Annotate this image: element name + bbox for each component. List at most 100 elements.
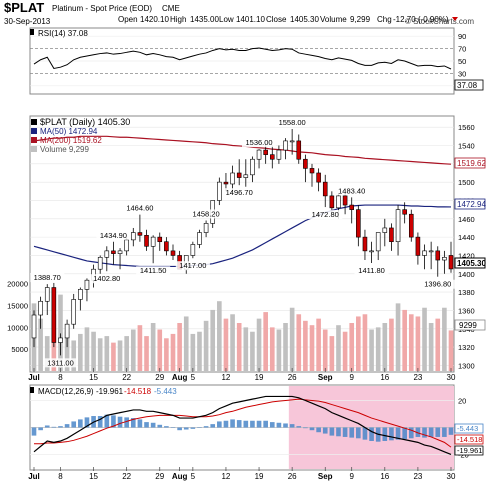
macd-hist-bar <box>448 427 454 435</box>
candle <box>269 145 275 169</box>
watermark: © StockCharts.com <box>405 17 474 26</box>
rsi-legend-swatch <box>30 29 34 35</box>
macd-hist-bar <box>362 427 368 440</box>
low-value: 1401.10 <box>236 15 265 24</box>
price-annotation-bg <box>30 273 65 283</box>
volume-bar <box>104 336 110 371</box>
volume-bar <box>428 323 434 371</box>
x-axis-bottom-label: Aug <box>172 472 188 481</box>
volume-tick-label: 5000 <box>11 345 28 354</box>
price-annotation: 1458.20 <box>193 209 220 218</box>
legend-volume-swatch <box>31 146 37 152</box>
candle-body <box>197 232 202 245</box>
price-annotation-bg <box>334 186 369 196</box>
volume-bar <box>243 327 249 371</box>
x-axis-bottom-label: 19 <box>255 472 264 481</box>
volume-bar <box>448 330 454 371</box>
volume-bar <box>256 318 262 371</box>
legend-volume: Volume 9,299 <box>40 145 89 154</box>
candle <box>203 220 209 238</box>
volume-bar <box>422 307 427 371</box>
candle <box>448 241 454 273</box>
macd-hist-bar <box>276 422 282 428</box>
x-axis-bottom-label: 26 <box>288 472 297 481</box>
high-value: 1435.00 <box>190 15 219 24</box>
volume-bar <box>64 331 70 371</box>
macd-legend-macd: -19.961 <box>96 387 124 396</box>
macd-hist-bar <box>183 427 189 430</box>
rsi-tick-label: 90 <box>458 32 466 41</box>
candle <box>428 241 434 270</box>
candle <box>276 145 282 164</box>
candle-body <box>236 172 242 178</box>
x-axis-top-label: 16 <box>380 373 389 382</box>
macd-hist-bar <box>144 422 149 428</box>
volume-bar <box>342 331 348 371</box>
candle <box>442 250 447 274</box>
volume-bar <box>269 327 275 371</box>
x-axis-bottom-label: 22 <box>122 472 131 481</box>
macd-hist-bar <box>329 427 335 436</box>
macd-legend-signal: -14.518 <box>124 387 152 396</box>
price-annotation-bg <box>96 230 131 240</box>
price-annotation: 1311.00 <box>47 358 74 367</box>
candle-body <box>157 236 163 243</box>
price-annotation-bg <box>241 138 277 148</box>
volume-bar <box>322 329 328 371</box>
macd-hist-bar <box>38 427 43 431</box>
macd-hist-bar <box>283 423 288 428</box>
candle <box>44 284 50 316</box>
ma200-value-tag-text: 1519.62 <box>457 159 486 168</box>
candle <box>157 232 163 251</box>
ma50-value-tag <box>454 198 486 210</box>
macd-hist-bar <box>58 426 63 428</box>
candle-body <box>389 227 394 243</box>
macd-hist-bar <box>51 426 57 428</box>
price-annotation: 1411.50 <box>140 266 167 275</box>
macd-hist-bar <box>111 415 116 428</box>
candle-body <box>322 181 328 197</box>
candle-body <box>124 239 129 252</box>
macd-hist-bar <box>256 420 262 428</box>
candle <box>104 246 110 272</box>
volume-bar <box>197 331 202 371</box>
price-annotation: 1396.80 <box>424 280 451 289</box>
price-annotation-bg <box>308 210 343 220</box>
macd-hist-bar <box>316 427 321 433</box>
candle-body <box>78 289 83 300</box>
candle-body <box>137 232 143 236</box>
macd-hist-bar <box>117 416 123 428</box>
macd-hist-bar <box>342 427 348 437</box>
price-annotation: 1417.00 <box>179 261 206 270</box>
candle <box>309 163 315 187</box>
price-annotation-bg <box>420 279 455 289</box>
x-axis-top-label: 19 <box>255 373 264 382</box>
candle-body <box>415 236 421 256</box>
rsi-tick-label: 50 <box>458 57 466 66</box>
x-axis-top-label: 22 <box>122 373 131 382</box>
macd-hist-bar <box>203 426 209 428</box>
macd-hist-bar <box>164 426 169 428</box>
candle-body <box>428 250 434 253</box>
candle-body <box>243 174 249 178</box>
candle <box>408 209 414 242</box>
volume-bar <box>276 329 282 371</box>
volume-bar <box>157 329 163 371</box>
macd-hist-bar <box>428 427 434 437</box>
x-axis-top-label: Sep <box>318 373 333 382</box>
volume-value-tag-text: 9299 <box>459 321 477 330</box>
price-legend: $PLAT (Daily) 1405.30 MA(50) 1472.94 MA(… <box>31 117 130 154</box>
macd-hist-bar <box>137 419 143 428</box>
x-axis-bottom-label: 16 <box>380 472 389 481</box>
macd-hist-bar <box>402 427 407 439</box>
candle-body <box>51 287 57 343</box>
candle-body <box>422 250 427 256</box>
candle-body <box>64 323 70 339</box>
candle <box>137 214 143 242</box>
price-annotation: 1434.90 <box>100 231 127 240</box>
price-annotation-bg <box>43 358 78 368</box>
candle <box>38 296 43 329</box>
macd-hist-bar <box>309 427 315 431</box>
macd-value-tag <box>454 445 484 456</box>
